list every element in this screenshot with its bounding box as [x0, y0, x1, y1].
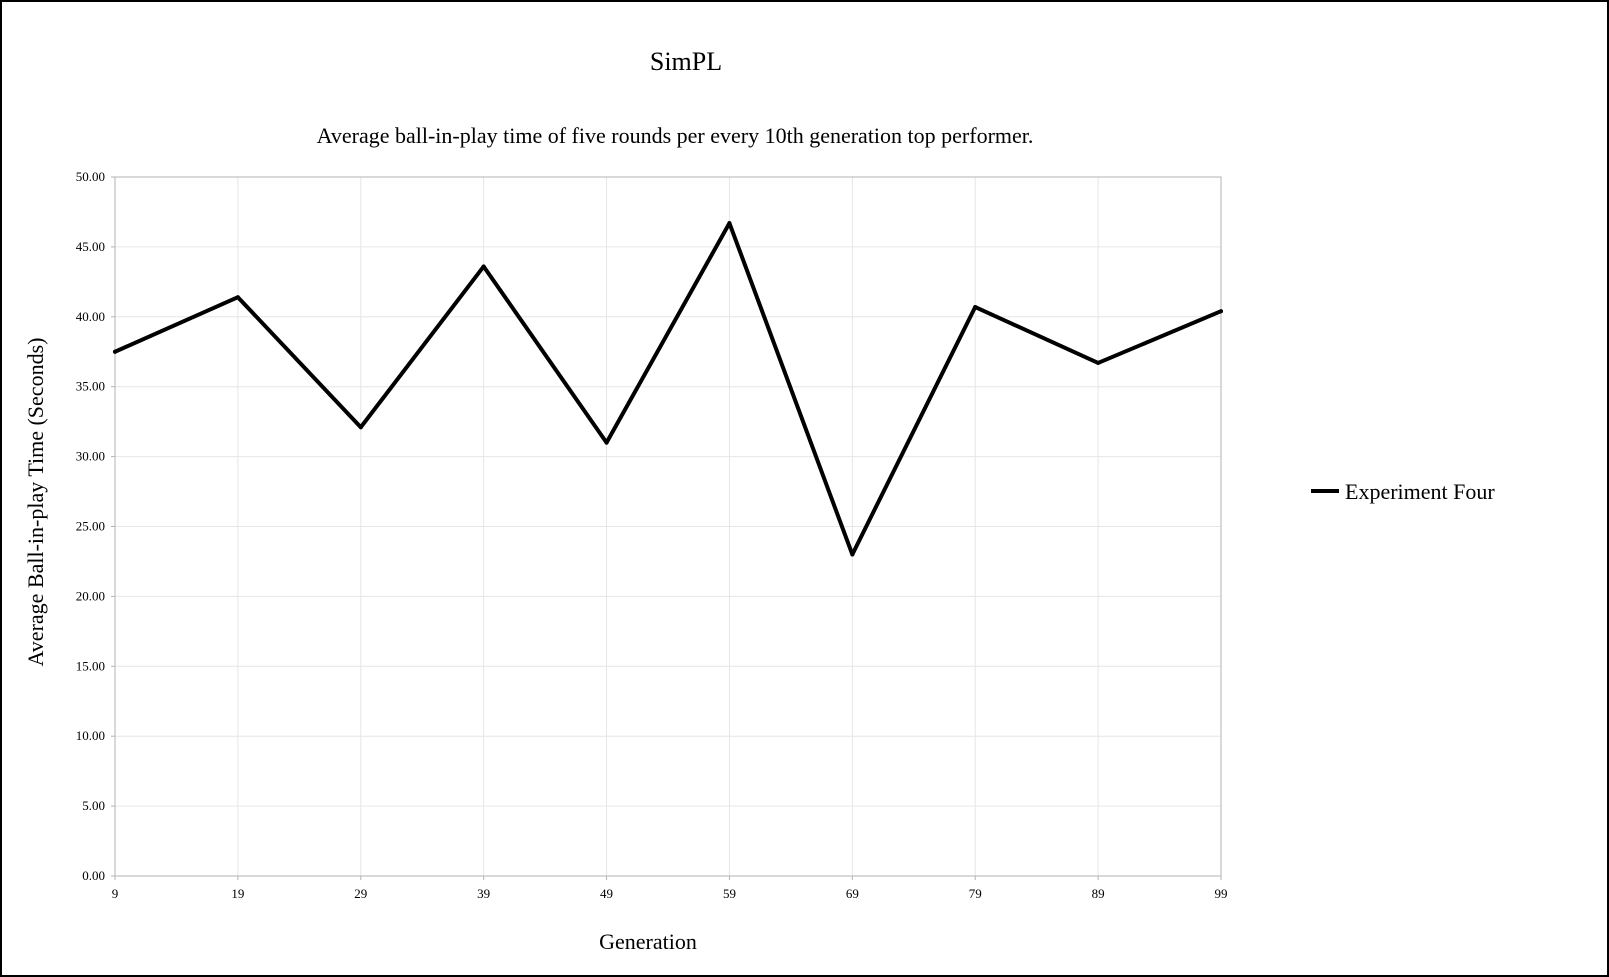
x-tick-label: 9 — [112, 886, 119, 901]
data-point — [604, 440, 609, 445]
data-point — [481, 264, 486, 269]
axis-ticks — [111, 176, 1222, 880]
x-tick-label: 19 — [231, 886, 244, 901]
y-tick-label: 35.00 — [76, 379, 105, 394]
y-tick-label: 5.00 — [82, 798, 105, 813]
y-tick-label: 15.00 — [76, 658, 105, 673]
x-axis-tick-labels: 9 19 29 39 49 59 69 79 89 99 — [112, 886, 1228, 901]
series-lines — [113, 221, 1223, 557]
y-tick-label: 50.00 — [76, 169, 105, 184]
y-tick-label: 20.00 — [76, 588, 105, 603]
data-point — [358, 425, 363, 430]
x-tick-label: 39 — [477, 886, 490, 901]
data-point — [1096, 360, 1101, 365]
y-tick-label: 45.00 — [76, 239, 105, 254]
y-tick-label: 0.00 — [82, 868, 105, 883]
x-tick-label: 69 — [846, 886, 859, 901]
legend: Experiment Four — [1311, 479, 1495, 504]
x-tick-label: 49 — [600, 886, 613, 901]
y-tick-label: 25.00 — [76, 519, 105, 534]
x-tick-label: 29 — [354, 886, 367, 901]
chart-subtitle: Average ball-in-play time of five rounds… — [317, 123, 1034, 148]
data-point — [973, 305, 978, 310]
chart-title: SimPL — [650, 47, 722, 76]
x-axis-label: Generation — [599, 929, 697, 954]
y-tick-label: 30.00 — [76, 449, 105, 464]
gridlines — [114, 176, 1222, 877]
x-tick-label: 89 — [1092, 886, 1105, 901]
y-tick-label: 40.00 — [76, 309, 105, 324]
y-tick-label: 10.00 — [76, 728, 105, 743]
x-tick-label: 79 — [969, 886, 982, 901]
y-axis-label: Average Ball-in-play Time (Seconds) — [23, 338, 48, 667]
data-point — [113, 349, 117, 354]
data-point — [1219, 309, 1223, 314]
x-tick-label: 59 — [723, 886, 736, 901]
data-point — [727, 221, 732, 226]
data-point — [850, 552, 855, 557]
series-line-experiment-four — [113, 221, 1223, 557]
y-axis-tick-labels: 0.00 5.00 10.00 15.00 20.00 25.00 30.00 35.00 40… — [76, 169, 105, 883]
x-tick-label: 99 — [1215, 886, 1228, 901]
data-point — [235, 295, 240, 300]
legend-label-experiment-four: Experiment Four — [1345, 479, 1495, 504]
